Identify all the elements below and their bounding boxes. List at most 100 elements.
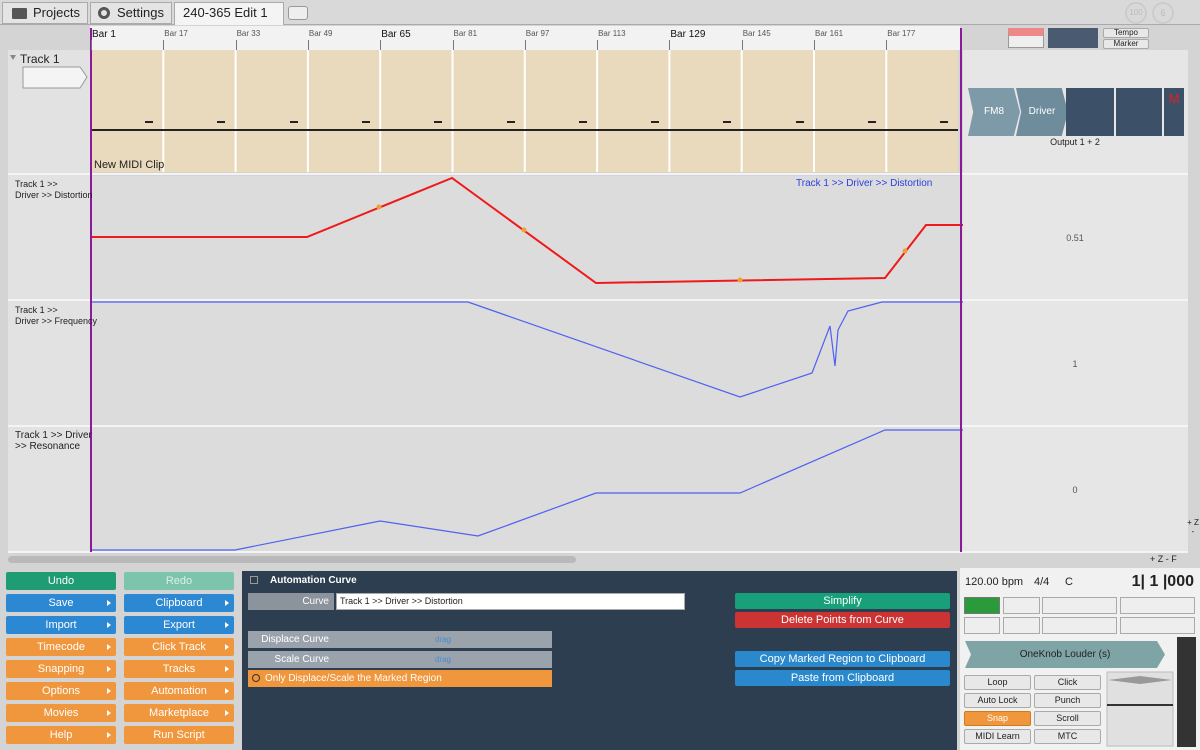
menu-arrow	[225, 622, 229, 628]
toolbar-button[interactable]: Marketplace	[124, 704, 234, 722]
track-name: Track 1	[20, 52, 60, 66]
horizontal-zoom[interactable]: + Z - F	[1150, 554, 1177, 564]
simplify-button[interactable]: Simplify	[735, 593, 950, 609]
new-tab[interactable]	[288, 6, 308, 20]
toolbar-button[interactable]: Click Track	[124, 638, 234, 656]
scrollbar[interactable]	[8, 556, 576, 563]
paste-button[interactable]: Paste from Clipboard	[735, 670, 950, 686]
track-input[interactable]	[22, 66, 88, 89]
key[interactable]: C	[1065, 576, 1073, 588]
toolbar-button[interactable]: Undo	[6, 572, 116, 590]
mute-button[interactable]: M	[1164, 88, 1184, 136]
lane-label: Track 1 >> Driver >> Resonance	[15, 430, 92, 452]
note	[578, 121, 587, 123]
tab[interactable]: Settings	[90, 2, 172, 24]
pan-knob[interactable]	[1108, 676, 1172, 684]
transport-button[interactable]: Scroll	[1034, 711, 1101, 726]
toolbar-button[interactable]: Movies	[6, 704, 116, 722]
record-button[interactable]	[1120, 597, 1195, 614]
lock-icon[interactable]	[250, 576, 258, 584]
marker-button[interactable]: Marker	[1103, 39, 1149, 49]
transport-button[interactable]: MTC	[1034, 729, 1101, 744]
rewind-button[interactable]	[1042, 617, 1117, 634]
menu-arrow	[107, 644, 111, 650]
panel-title: Automation Curve	[270, 575, 357, 586]
plugin[interactable]: Driver	[1016, 88, 1068, 136]
menu-arrow	[107, 622, 111, 628]
warning-button[interactable]	[964, 617, 1000, 634]
gear-icon	[98, 7, 110, 19]
copy-button[interactable]: Copy Marked Region to Clipboard	[735, 651, 950, 667]
toolbar-button[interactable]: Options	[6, 682, 116, 700]
plugin[interactable]: FM8	[968, 88, 1020, 136]
add-button[interactable]	[1048, 28, 1098, 48]
transport-button[interactable]: Snap	[964, 711, 1031, 726]
bar-lines	[162, 50, 888, 172]
toolbar-button[interactable]: Snapping	[6, 660, 116, 678]
note	[868, 121, 876, 123]
clip-name: New MIDI Clip	[94, 159, 165, 171]
lane-value: 1	[1072, 359, 1078, 369]
vertical-zoom[interactable]: + Z -	[1187, 518, 1199, 536]
record-mode-button[interactable]	[1003, 597, 1040, 614]
toolbar-button[interactable]: Automation	[124, 682, 234, 700]
position: 1| 1 |000	[1131, 573, 1194, 590]
toolbar-button[interactable]: Import	[6, 616, 116, 634]
toolbar-button[interactable]: Save	[6, 594, 116, 612]
toolbar-button[interactable]: Clipboard	[124, 594, 234, 612]
level-meter	[1177, 637, 1196, 747]
plugin-slot[interactable]: OneKnob Louder (s)	[965, 641, 1165, 668]
volume-slider[interactable]	[1106, 671, 1174, 747]
volume-plugin[interactable]	[1066, 88, 1114, 136]
forward-button[interactable]	[1120, 617, 1195, 634]
toolbar-button[interactable]: Export	[124, 616, 234, 634]
ruler-tick	[669, 40, 671, 50]
ruler-label: Bar 33	[236, 29, 261, 38]
lane-title: Track 1 >> Driver >> Distortion	[796, 178, 933, 189]
transport-button[interactable]: Auto Lock	[964, 693, 1031, 708]
toolbar-button[interactable]: Timecode	[6, 638, 116, 656]
delete-button[interactable]: Delete Points from Curve	[735, 612, 950, 628]
curve-handles	[376, 204, 908, 283]
add-track-button[interactable]	[1008, 28, 1044, 48]
transport-button[interactable]: MIDI Learn	[964, 729, 1031, 744]
curve-field[interactable]: Track 1 >> Driver >> Distortion	[336, 593, 685, 610]
ruler-label: Bar 145	[742, 29, 771, 38]
tempo[interactable]: 120.00 bpm	[965, 576, 1024, 588]
ruler-label: Bar 1	[92, 29, 116, 40]
output-label: Output 1 + 2	[1050, 137, 1100, 147]
time-signature[interactable]: 4/4	[1034, 576, 1050, 588]
home-button[interactable]	[1003, 617, 1040, 634]
distortion-curve[interactable]	[90, 176, 963, 285]
toolbar-button[interactable]: Redo	[124, 572, 234, 590]
displace-row[interactable]	[248, 631, 552, 648]
ruler-tick	[814, 40, 815, 50]
toolbar-button[interactable]: Tracks	[124, 660, 234, 678]
note	[145, 121, 153, 123]
transport-button[interactable]: Click	[1034, 675, 1101, 690]
meter-plugin[interactable]	[1116, 88, 1162, 136]
toolbar-button[interactable]: Help	[6, 726, 116, 744]
auto-button[interactable]	[964, 597, 1000, 614]
toolbar-button[interactable]: Run Script	[124, 726, 234, 744]
transport-button[interactable]: Loop	[964, 675, 1031, 690]
field-label: Displace Curve	[261, 634, 329, 645]
resonance-curve[interactable]	[90, 429, 963, 551]
menu-arrow	[225, 710, 229, 716]
menu-arrow	[225, 644, 229, 650]
tempo-button[interactable]: Tempo	[1103, 28, 1149, 38]
scale-row[interactable]	[248, 651, 552, 668]
radio[interactable]	[252, 674, 260, 682]
marked-region-toggle[interactable]: Only Displace/Scale the Marked Region	[248, 670, 552, 687]
note	[506, 121, 515, 123]
collapse-arrow[interactable]	[10, 55, 16, 60]
note	[723, 121, 732, 123]
frequency-curve[interactable]	[90, 301, 963, 398]
transport-button[interactable]: Punch	[1034, 693, 1101, 708]
play-button[interactable]	[1042, 597, 1117, 614]
automation-area	[90, 176, 963, 552]
cpu-meter: 100	[1125, 2, 1147, 24]
tab-active[interactable]: 240-365 Edit 1	[174, 2, 284, 25]
